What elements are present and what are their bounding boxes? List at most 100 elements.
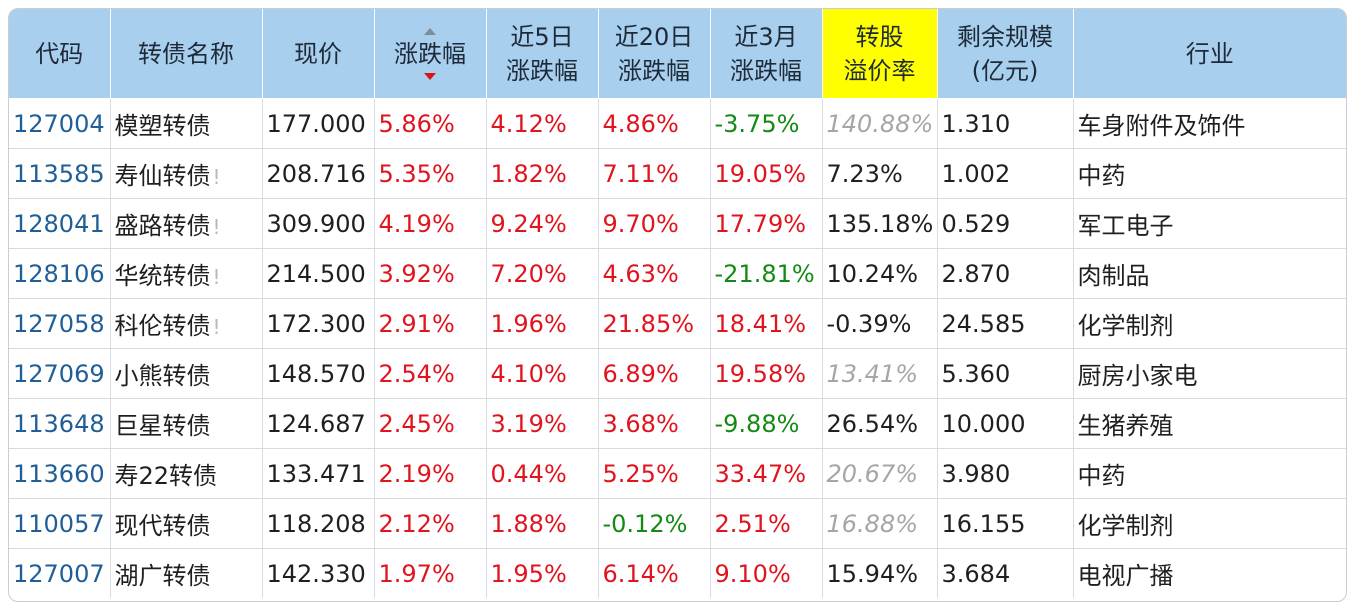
table-row[interactable]: 128106 华统转债! 214.500 3.92% 7.20% 4.63% -21.81%… bbox=[9, 248, 1346, 299]
table-header-row: 代码 转债名称 现价 涨跌幅 近5日 涨跌幅 近20日 涨跌幅 近3月 涨跌幅 转股溢… bbox=[9, 9, 1346, 99]
bond-code-link[interactable]: 113585 bbox=[9, 148, 111, 199]
bond-price: 177.000 bbox=[262, 98, 375, 149]
bond-change: 5.35% bbox=[374, 148, 487, 199]
bond-code-link[interactable]: 128106 bbox=[9, 248, 111, 299]
bond-remaining-scale: 10.000 bbox=[937, 398, 1074, 449]
table-row[interactable]: 110057 现代转债 118.208 2.12% 1.88% -0.12% 2.51% 16… bbox=[9, 498, 1346, 549]
bond-20d-change: 3.68% bbox=[598, 398, 711, 449]
bond-industry: 电视广播 bbox=[1073, 548, 1346, 598]
bond-remaining-scale: 1.002 bbox=[937, 148, 1074, 199]
bond-price: 148.570 bbox=[262, 348, 375, 399]
bond-industry: 化学制剂 bbox=[1073, 298, 1346, 349]
table-row[interactable]: 113585 寿仙转债! 208.716 5.35% 1.82% 7.11% 19.05% 7… bbox=[9, 148, 1346, 199]
header-code[interactable]: 代码 bbox=[9, 9, 111, 99]
header-remaining-scale[interactable]: 剩余规模 (亿元) bbox=[937, 9, 1074, 99]
table-row[interactable]: 127004 模塑转债 177.000 5.86% 4.12% 4.86% -3.75% 14… bbox=[9, 98, 1346, 149]
bond-3m-change: -9.88% bbox=[710, 398, 823, 449]
bond-price: 142.330 bbox=[262, 548, 375, 598]
bond-name[interactable]: 现代转债 bbox=[110, 498, 263, 549]
bond-change: 1.97% bbox=[374, 548, 487, 598]
header-price[interactable]: 现价 bbox=[262, 9, 375, 99]
bond-name[interactable]: 巨星转债 bbox=[110, 398, 263, 449]
table-row[interactable]: 127069 小熊转债 148.570 2.54% 4.10% 6.89% 19.58% 13… bbox=[9, 348, 1346, 399]
sort-arrows-icon[interactable]: 涨跌幅 bbox=[394, 27, 466, 80]
bond-name[interactable]: 湖广转债 bbox=[110, 548, 263, 598]
bond-code-link[interactable]: 113660 bbox=[9, 448, 111, 499]
bond-3m-change: 2.51% bbox=[710, 498, 823, 549]
bond-change: 5.86% bbox=[374, 98, 487, 149]
bond-remaining-scale: 2.870 bbox=[937, 248, 1074, 299]
bond-5d-change: 4.12% bbox=[486, 98, 599, 149]
bond-20d-change: 7.11% bbox=[598, 148, 711, 199]
bond-code-link[interactable]: 127004 bbox=[9, 98, 111, 149]
bond-industry: 肉制品 bbox=[1073, 248, 1346, 299]
header-industry[interactable]: 行业 bbox=[1073, 9, 1346, 99]
bond-20d-change: -0.12% bbox=[598, 498, 711, 549]
warning-icon: ! bbox=[212, 165, 221, 189]
bond-industry: 军工电子 bbox=[1073, 198, 1346, 249]
bond-price: 118.208 bbox=[262, 498, 375, 549]
bond-price: 309.900 bbox=[262, 198, 375, 249]
bond-20d-change: 5.25% bbox=[598, 448, 711, 499]
bond-industry: 化学制剂 bbox=[1073, 498, 1346, 549]
bond-price: 133.471 bbox=[262, 448, 375, 499]
bond-remaining-scale: 24.585 bbox=[937, 298, 1074, 349]
bond-conversion-premium: 10.24% bbox=[822, 248, 938, 299]
bond-conversion-premium: 15.94% bbox=[822, 548, 938, 598]
bond-change: 2.45% bbox=[374, 398, 487, 449]
bond-20d-change: 4.63% bbox=[598, 248, 711, 299]
bond-code-link[interactable]: 127058 bbox=[9, 298, 111, 349]
bond-name[interactable]: 盛路转债! bbox=[110, 198, 263, 249]
table-row[interactable]: 127058 科伦转债! 172.300 2.91% 1.96% 21.85% 18.41%… bbox=[9, 298, 1346, 349]
bond-name[interactable]: 科伦转债! bbox=[110, 298, 263, 349]
bond-code-link[interactable]: 113648 bbox=[9, 398, 111, 449]
bond-conversion-premium: -0.39% bbox=[822, 298, 938, 349]
bond-price: 214.500 bbox=[262, 248, 375, 299]
bond-change: 3.92% bbox=[374, 248, 487, 299]
bond-code-link[interactable]: 127007 bbox=[9, 548, 111, 598]
bond-3m-change: 18.41% bbox=[710, 298, 823, 349]
bond-name[interactable]: 模塑转债 bbox=[110, 98, 263, 149]
bond-conversion-premium: 135.18% bbox=[822, 198, 938, 249]
bond-remaining-scale: 5.360 bbox=[937, 348, 1074, 399]
bond-price: 208.716 bbox=[262, 148, 375, 199]
warning-icon: ! bbox=[212, 215, 221, 239]
bond-3m-change: 19.05% bbox=[710, 148, 823, 199]
bond-conversion-premium: 13.41% bbox=[822, 348, 938, 399]
bond-name[interactable]: 华统转债! bbox=[110, 248, 263, 299]
bond-20d-change: 21.85% bbox=[598, 298, 711, 349]
bond-code-link[interactable]: 110057 bbox=[9, 498, 111, 549]
header-20d-change[interactable]: 近20日 涨跌幅 bbox=[598, 9, 711, 99]
bond-remaining-scale: 3.684 bbox=[937, 548, 1074, 598]
bond-conversion-premium: 7.23% bbox=[822, 148, 938, 199]
bond-code-link[interactable]: 127069 bbox=[9, 348, 111, 399]
header-change[interactable]: 涨跌幅 bbox=[374, 9, 487, 99]
header-name[interactable]: 转债名称 bbox=[110, 9, 263, 99]
bond-conversion-premium: 140.88% bbox=[822, 98, 938, 149]
warning-icon: ! bbox=[212, 265, 221, 289]
bond-20d-change: 6.14% bbox=[598, 548, 711, 598]
table-row[interactable]: 127007 湖广转债 142.330 1.97% 1.95% 6.14% 9.10% 15.… bbox=[9, 548, 1346, 598]
bond-20d-change: 4.86% bbox=[598, 98, 711, 149]
header-conversion-premium[interactable]: 转股 溢价率 bbox=[822, 9, 938, 99]
bond-code-link[interactable]: 128041 bbox=[9, 198, 111, 249]
table-row[interactable]: 113660 寿22转债 133.471 2.19% 0.44% 5.25% 33.47% 2… bbox=[9, 448, 1346, 499]
table-row[interactable]: 128041 盛路转债! 309.900 4.19% 9.24% 9.70% 17.79% 1… bbox=[9, 198, 1346, 249]
bond-name[interactable]: 小熊转债 bbox=[110, 348, 263, 399]
bond-change: 2.19% bbox=[374, 448, 487, 499]
bond-industry: 厨房小家电 bbox=[1073, 348, 1346, 399]
header-5d-change[interactable]: 近5日 涨跌幅 bbox=[486, 9, 599, 99]
bond-industry: 中药 bbox=[1073, 148, 1346, 199]
bond-3m-change: -3.75% bbox=[710, 98, 823, 149]
warning-icon: ! bbox=[212, 315, 221, 339]
bond-name[interactable]: 寿仙转债! bbox=[110, 148, 263, 199]
bond-3m-change: 33.47% bbox=[710, 448, 823, 499]
bond-5d-change: 1.88% bbox=[486, 498, 599, 549]
bond-change: 2.12% bbox=[374, 498, 487, 549]
bond-remaining-scale: 16.155 bbox=[937, 498, 1074, 549]
table-row[interactable]: 113648 巨星转债 124.687 2.45% 3.19% 3.68% -9.88% 26… bbox=[9, 398, 1346, 449]
bond-name[interactable]: 寿22转债 bbox=[110, 448, 263, 499]
bond-5d-change: 7.20% bbox=[486, 248, 599, 299]
header-3m-change[interactable]: 近3月 涨跌幅 bbox=[710, 9, 823, 99]
bond-price: 172.300 bbox=[262, 298, 375, 349]
